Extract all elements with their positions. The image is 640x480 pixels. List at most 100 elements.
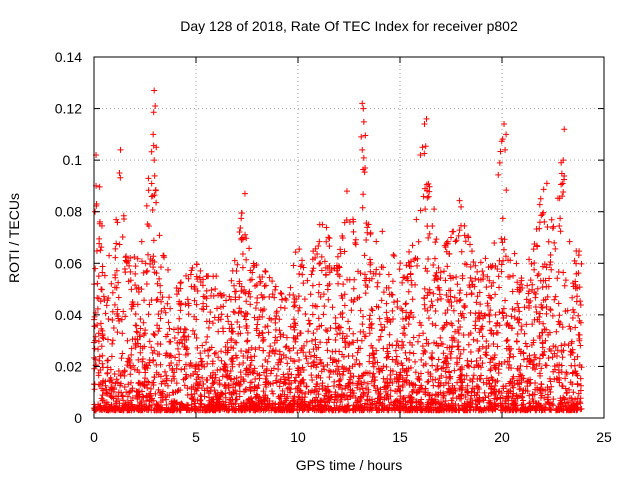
data-point — [518, 402, 525, 409]
data-point — [552, 343, 559, 350]
data-point — [346, 340, 353, 347]
data-point — [577, 375, 584, 382]
data-point — [575, 390, 582, 397]
data-point — [442, 277, 449, 284]
data-point — [192, 406, 199, 413]
data-point — [150, 253, 157, 260]
data-point — [236, 229, 243, 236]
data-point — [555, 366, 562, 373]
data-point — [253, 299, 260, 306]
data-point — [229, 328, 236, 335]
data-point — [466, 284, 473, 291]
data-point — [463, 372, 470, 379]
data-point — [127, 371, 134, 378]
data-point — [137, 333, 144, 340]
data-point — [178, 300, 185, 307]
data-point — [262, 407, 269, 414]
data-point — [211, 387, 218, 394]
data-point — [429, 392, 436, 399]
data-point — [537, 277, 544, 284]
data-point — [102, 310, 109, 317]
data-point — [193, 261, 200, 268]
data-point — [128, 345, 135, 352]
data-point — [358, 394, 365, 401]
data-point — [498, 268, 505, 275]
data-point — [496, 257, 503, 264]
data-point — [530, 337, 537, 344]
data-point — [140, 394, 147, 401]
data-point — [576, 284, 583, 291]
data-point — [556, 312, 563, 319]
data-point — [385, 395, 392, 402]
data-point — [324, 383, 331, 390]
data-point — [356, 386, 363, 393]
data-point — [466, 241, 473, 248]
data-point — [100, 293, 107, 300]
data-point — [518, 372, 525, 379]
data-point — [287, 323, 294, 330]
data-point — [379, 402, 386, 409]
data-point — [120, 212, 127, 219]
data-point — [455, 318, 462, 325]
data-point — [435, 398, 442, 405]
data-point — [277, 333, 284, 340]
data-point — [247, 277, 254, 284]
data-point — [516, 386, 523, 393]
data-point — [512, 407, 519, 414]
data-point — [526, 400, 533, 407]
data-point — [527, 277, 534, 284]
data-point — [341, 406, 348, 413]
data-point — [232, 387, 239, 394]
data-point — [532, 290, 539, 297]
data-point — [408, 394, 415, 401]
data-point — [150, 330, 157, 337]
data-point — [191, 390, 198, 397]
data-point — [185, 302, 192, 309]
data-point — [154, 296, 161, 303]
data-point — [540, 320, 547, 327]
data-point — [216, 396, 223, 403]
data-point — [242, 386, 249, 393]
data-point — [384, 345, 391, 352]
data-point — [175, 325, 182, 332]
y-axis-label: ROTI / TECUs — [6, 193, 22, 283]
data-point — [143, 202, 150, 209]
data-point — [336, 348, 343, 355]
data-point — [153, 199, 160, 206]
data-point — [575, 312, 582, 319]
data-point — [228, 376, 235, 383]
data-point — [99, 330, 106, 337]
data-point — [344, 276, 351, 283]
data-point — [119, 234, 126, 241]
data-point — [412, 358, 419, 365]
data-point — [147, 392, 154, 399]
data-point — [429, 320, 436, 327]
data-point — [340, 281, 347, 288]
data-point — [385, 284, 392, 291]
data-point — [122, 402, 129, 409]
data-point — [414, 262, 421, 269]
data-point — [577, 382, 584, 389]
data-point — [477, 355, 484, 362]
data-point — [385, 271, 392, 278]
data-point — [450, 274, 457, 281]
data-point — [300, 342, 307, 349]
data-point — [416, 319, 423, 326]
data-point — [399, 316, 406, 323]
data-point — [196, 274, 203, 281]
data-point — [418, 322, 425, 329]
data-point — [358, 337, 365, 344]
data-point — [201, 403, 208, 410]
data-point — [108, 379, 115, 386]
data-point — [362, 290, 369, 297]
data-point — [181, 336, 188, 343]
data-point — [112, 380, 119, 387]
data-point — [386, 316, 393, 323]
data-point — [431, 255, 438, 262]
data-point — [497, 148, 504, 155]
data-point — [326, 263, 333, 270]
y-tick-label: 0.06 — [55, 255, 82, 271]
data-point — [144, 267, 151, 274]
data-point — [389, 307, 396, 314]
data-point — [461, 304, 468, 311]
